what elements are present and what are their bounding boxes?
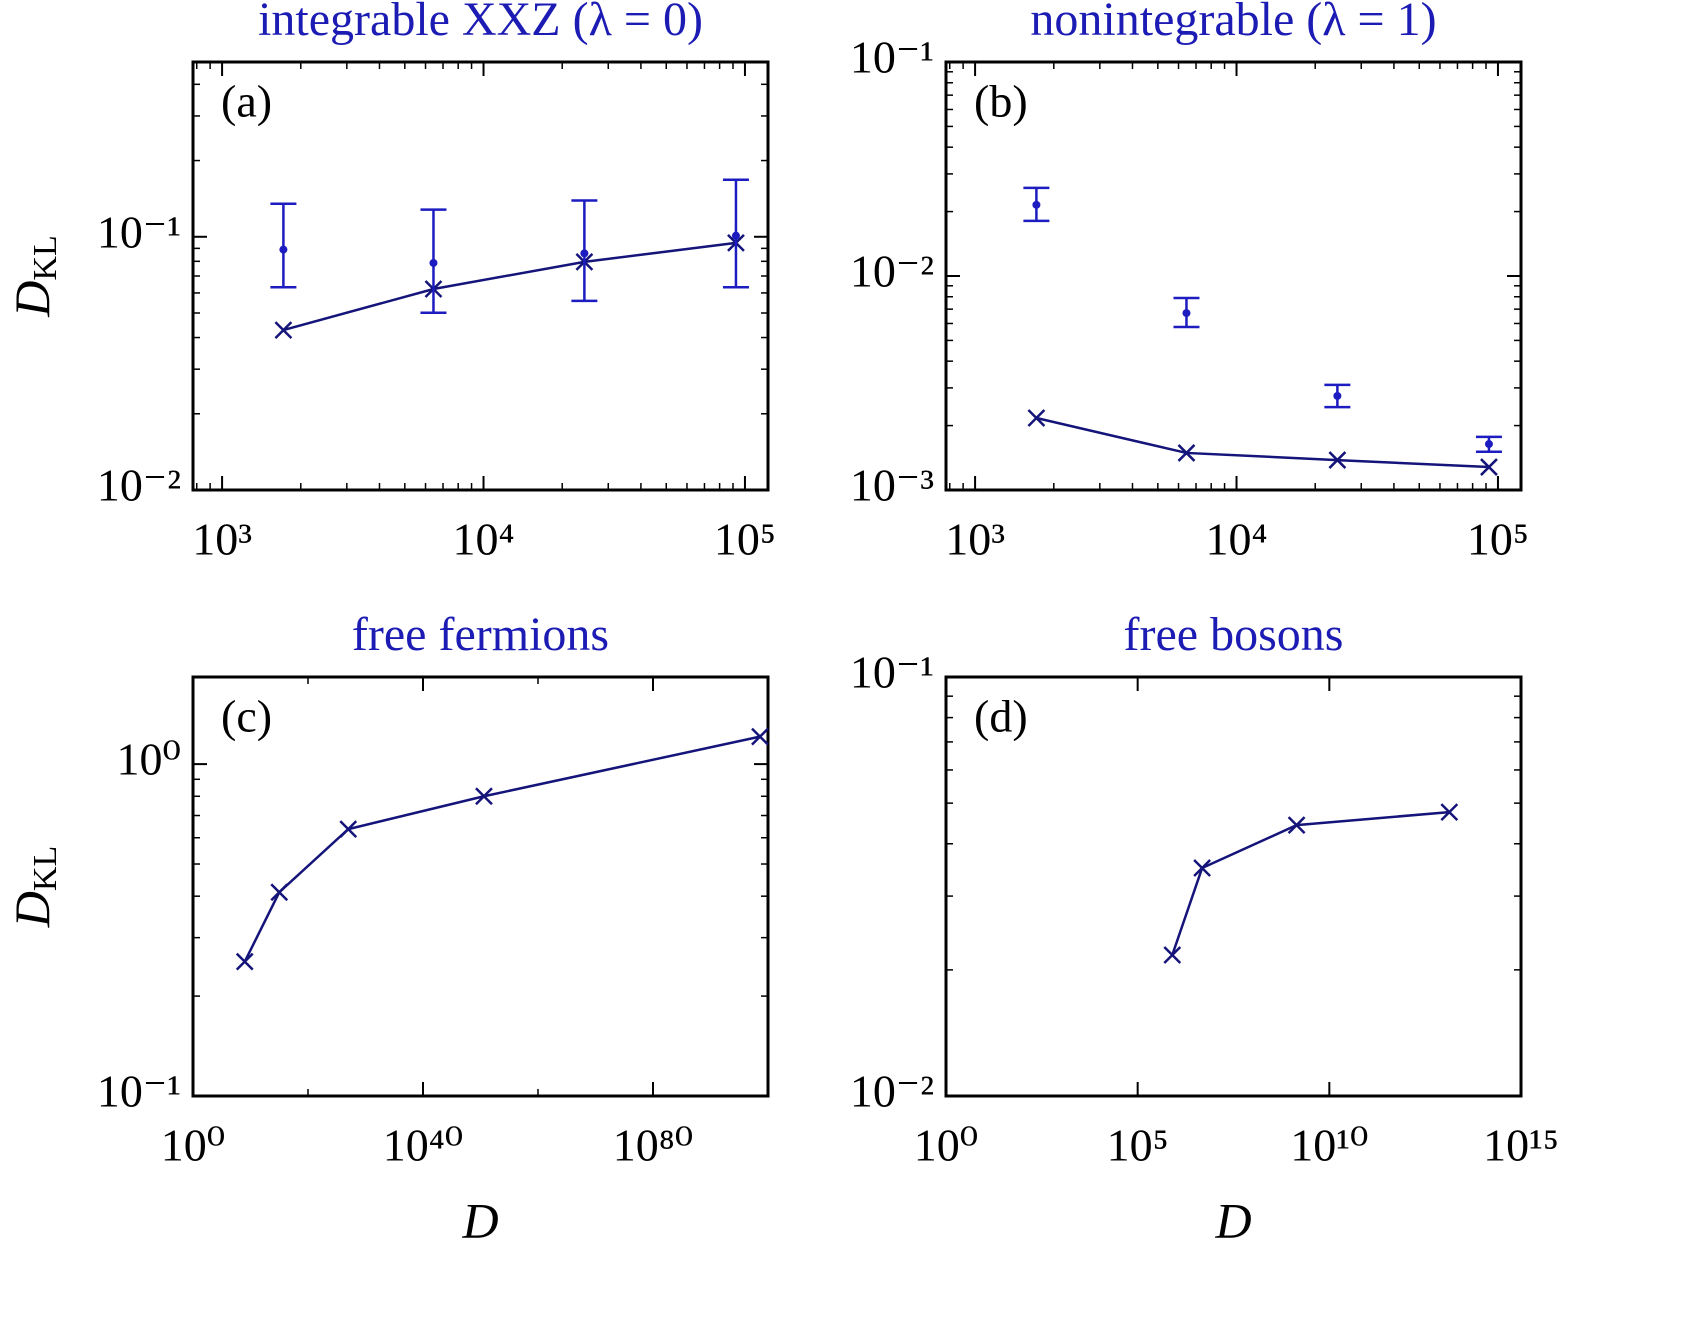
y-tick-label: 10⁰: [117, 734, 181, 785]
x-marker: [1163, 946, 1182, 964]
plot-frame: [944, 60, 1523, 492]
x-marker: [1177, 444, 1196, 462]
x-tick-label: 10⁵: [1467, 514, 1529, 565]
x-marker: [339, 820, 358, 838]
y-tick-label: 10⁻¹: [850, 647, 934, 698]
x-tick-label: 10¹⁵: [1483, 1120, 1559, 1171]
y-tick-label: 10⁻¹: [97, 1066, 181, 1117]
x-marker: [751, 727, 769, 746]
x-marker: [270, 883, 289, 902]
x-tick-label: 10⁴: [1205, 514, 1267, 565]
y-tick-label: 10⁻²: [850, 246, 934, 297]
x-marker: [235, 952, 254, 971]
y-tick-label: 10⁻¹: [850, 32, 934, 83]
x-marker: [1287, 816, 1306, 835]
panel-title: nonintegrable (λ = 1): [1030, 0, 1436, 46]
series-line: [283, 241, 737, 332]
panel-title: free bosons: [1124, 608, 1344, 661]
x-tick-label: 10⁴⁰: [383, 1120, 463, 1171]
x-tick-label: 10⁵: [714, 514, 776, 565]
x-tick-label: 10³: [945, 514, 1005, 565]
y-axis-label: DKL: [4, 235, 63, 317]
x-tick-label: 10⁵: [1107, 1120, 1169, 1171]
panel-label: (b): [974, 76, 1028, 127]
y-axis-label-sub: KL: [27, 235, 64, 280]
x-tick-label: 10¹⁰: [1290, 1120, 1368, 1171]
x-axis-label: D: [461, 1192, 498, 1248]
x-marker: [1440, 803, 1459, 821]
y-axis-label-sub: KL: [27, 846, 64, 891]
series-line: [1036, 416, 1490, 469]
y-axis-label-main: D: [4, 281, 60, 318]
dot-marker: [429, 258, 438, 267]
panel-title: integrable XXZ (λ = 0): [258, 0, 703, 46]
dot-marker: [580, 249, 589, 258]
panel-title: free fermions: [352, 608, 609, 661]
x-marker: [1193, 859, 1211, 877]
x-marker: [1480, 458, 1498, 476]
x-marker: [274, 321, 293, 339]
x-marker: [1328, 451, 1347, 469]
x-tick-label: 10⁰: [914, 1120, 978, 1171]
panel: 10³ 10⁴ 10⁵ 10⁻³ 10⁻² 10⁻¹ nonintegrable (λ = …: [850, 0, 1529, 565]
panel-label: (d): [974, 691, 1028, 742]
plot-frame: [191, 60, 770, 492]
dot-marker: [279, 245, 288, 254]
x-marker: [475, 787, 493, 806]
y-tick-label: 10⁻²: [97, 460, 181, 511]
panel-label: (a): [221, 76, 272, 127]
y-axis-label-main: D: [4, 891, 60, 928]
panel: 10⁰ 10⁵ 10¹⁰ 10¹⁵ 10⁻² 10⁻¹ free bosons (d) D: [850, 608, 1559, 1248]
dot-marker: [1182, 309, 1191, 318]
series-line: [1171, 810, 1450, 956]
x-tick-label: 10⁸⁰: [613, 1120, 693, 1171]
y-tick-label: 10⁻²: [850, 1066, 934, 1117]
y-tick-label: 10⁻¹: [97, 206, 181, 257]
y-tick-label: 10⁻³: [850, 460, 934, 511]
x-tick-label: 10³: [192, 514, 252, 565]
plot-frame: [191, 675, 770, 1098]
series-line: [243, 735, 761, 963]
x-marker: [1027, 409, 1046, 427]
plot-frame: [944, 675, 1523, 1098]
panel-label: (c): [221, 691, 272, 742]
x-tick-label: 10⁰: [161, 1120, 225, 1171]
dot-marker: [731, 231, 740, 240]
dot-marker: [1333, 391, 1342, 400]
panel: 10³ 10⁴ 10⁵ 10⁻² 10⁻¹ integrable XXZ (λ = 0) (…: [4, 0, 776, 565]
y-axis-label: DKL: [4, 846, 63, 928]
x-tick-label: 10⁴: [452, 514, 514, 565]
x-axis-label: D: [1214, 1192, 1251, 1248]
dot-marker: [1484, 440, 1493, 449]
dot-marker: [1032, 200, 1041, 209]
